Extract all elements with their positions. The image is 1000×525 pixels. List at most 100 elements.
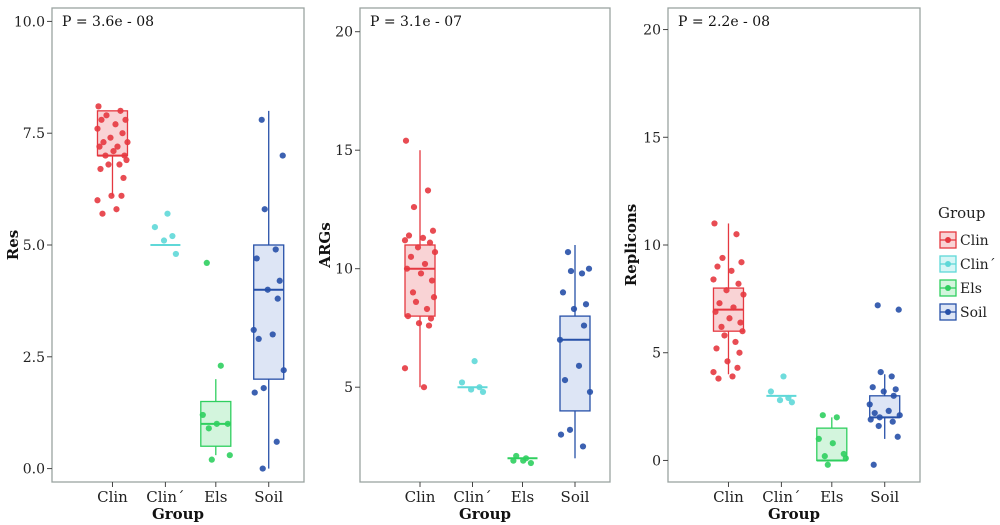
data-point-clin (95, 103, 102, 110)
legend-key-dot (945, 237, 951, 243)
data-point-clin (471, 358, 478, 365)
x-category-label: Els (204, 488, 227, 506)
data-point-clin (719, 254, 726, 262)
y-tick-label: 10 (643, 238, 661, 254)
data-point-clin (94, 125, 101, 132)
data-point-els (829, 440, 836, 447)
data-point-soil (564, 249, 572, 256)
data-point-soil (890, 392, 897, 399)
data-point-soil (586, 388, 594, 396)
y-tick-label: 2.5 (23, 350, 45, 366)
data-point-clin (151, 224, 158, 231)
boxplot-soil (559, 245, 591, 459)
data-point-clin (423, 305, 431, 313)
data-point-soil (274, 295, 281, 302)
x-category-label: Els (511, 488, 534, 506)
data-point-soil (580, 322, 588, 329)
box-iqr (253, 244, 285, 380)
data-point-soil (870, 461, 877, 468)
data-point-clin (116, 161, 123, 168)
legend-key-dot (945, 285, 951, 291)
data-point-clin (417, 270, 425, 277)
data-point-clin (426, 239, 434, 246)
data-point-clin (94, 197, 101, 204)
boxplot-clin (404, 150, 436, 388)
y-axis-title: ARGs (316, 222, 334, 268)
data-point-clin (735, 280, 742, 287)
data-point-clin (415, 320, 423, 327)
data-point-soil (894, 433, 901, 440)
data-point-soil (885, 407, 892, 414)
y-axis-title: Replicons (622, 204, 640, 286)
data-point-soil (892, 386, 899, 393)
data-point-clin (409, 289, 417, 296)
data-point-clin (122, 116, 129, 123)
chart-panel-2: 5 10 15 20 Clin Clin´ Els Soil Group ARGs P = 3.1e… (316, 7, 611, 523)
data-point-clin (458, 379, 466, 386)
data-point-clin (414, 244, 422, 251)
data-point-clin (118, 192, 125, 199)
data-point-soil (280, 367, 287, 374)
data-point-soil (888, 373, 895, 380)
data-point-clin (172, 250, 179, 258)
data-point-clin (729, 373, 736, 380)
data-point-clin (123, 156, 130, 164)
legend-key-dot (945, 261, 951, 267)
data-point-clin (711, 220, 718, 227)
y-tick-label: 10.0 (14, 14, 45, 30)
data-point-soil (877, 369, 884, 376)
x-category-label: Soil (254, 488, 283, 506)
y-tick-label: 5 (344, 380, 353, 396)
data-point-soil (579, 443, 587, 450)
data-point-clin (734, 364, 741, 371)
data-point-soil (876, 414, 883, 421)
data-point-soil (871, 409, 878, 417)
chart-panel-1: 0.0 2.5 5.0 7.5 10.0 Clin Clin´ Els Soil Group Res… (4, 7, 305, 523)
data-point-soil (276, 277, 283, 284)
y-tick-label: 20 (643, 23, 661, 39)
data-point-els (815, 435, 822, 443)
data-point-soil (279, 152, 286, 159)
chart-panel-3: 0 5 10 15 20 Clin Clin´ Els Soil Group Replicons P … (622, 7, 921, 523)
data-point-els (821, 453, 828, 460)
data-point-clin (402, 137, 410, 144)
data-point-els (217, 362, 224, 369)
data-point-clin (712, 308, 719, 315)
legend-key-dot (945, 309, 951, 315)
data-point-soil (251, 389, 258, 396)
y-tick-label: 20 (335, 25, 353, 41)
data-point-soil (264, 286, 271, 293)
data-point-clin (479, 388, 487, 396)
data-point-soil (889, 418, 896, 425)
x-category-label: Clin (713, 488, 744, 506)
data-point-clin (105, 161, 112, 168)
data-point-clin (468, 386, 475, 393)
data-point-clin (767, 388, 775, 395)
x-category-label: Els (820, 488, 843, 506)
data-point-soil (866, 401, 873, 408)
data-point-soil (273, 438, 280, 445)
legend-item-label: Els (960, 281, 982, 297)
data-point-clin (718, 323, 725, 330)
data-point-soil (253, 255, 260, 262)
data-point-soil (578, 270, 586, 277)
y-tick-label: 15 (643, 130, 661, 146)
legend: Group Clin Clin´ Els Soil (938, 204, 996, 321)
x-axis-title: Group (152, 505, 204, 523)
data-point-soil (869, 384, 876, 391)
data-point-clin (739, 328, 746, 335)
data-point-clin (737, 319, 744, 326)
data-point-clin (96, 143, 103, 150)
data-point-clin (124, 139, 131, 146)
data-point-clin (724, 358, 731, 365)
data-point-soil (880, 388, 887, 395)
data-point-soil (582, 301, 590, 308)
data-point-els (520, 457, 527, 464)
y-tick-label: 0.0 (23, 462, 45, 478)
y-tick-label: 10 (335, 262, 353, 278)
data-point-soil (258, 116, 265, 123)
data-point-soil (875, 422, 882, 430)
data-point-clin (476, 384, 483, 391)
data-point-els (224, 420, 231, 427)
data-point-clin (103, 112, 110, 119)
